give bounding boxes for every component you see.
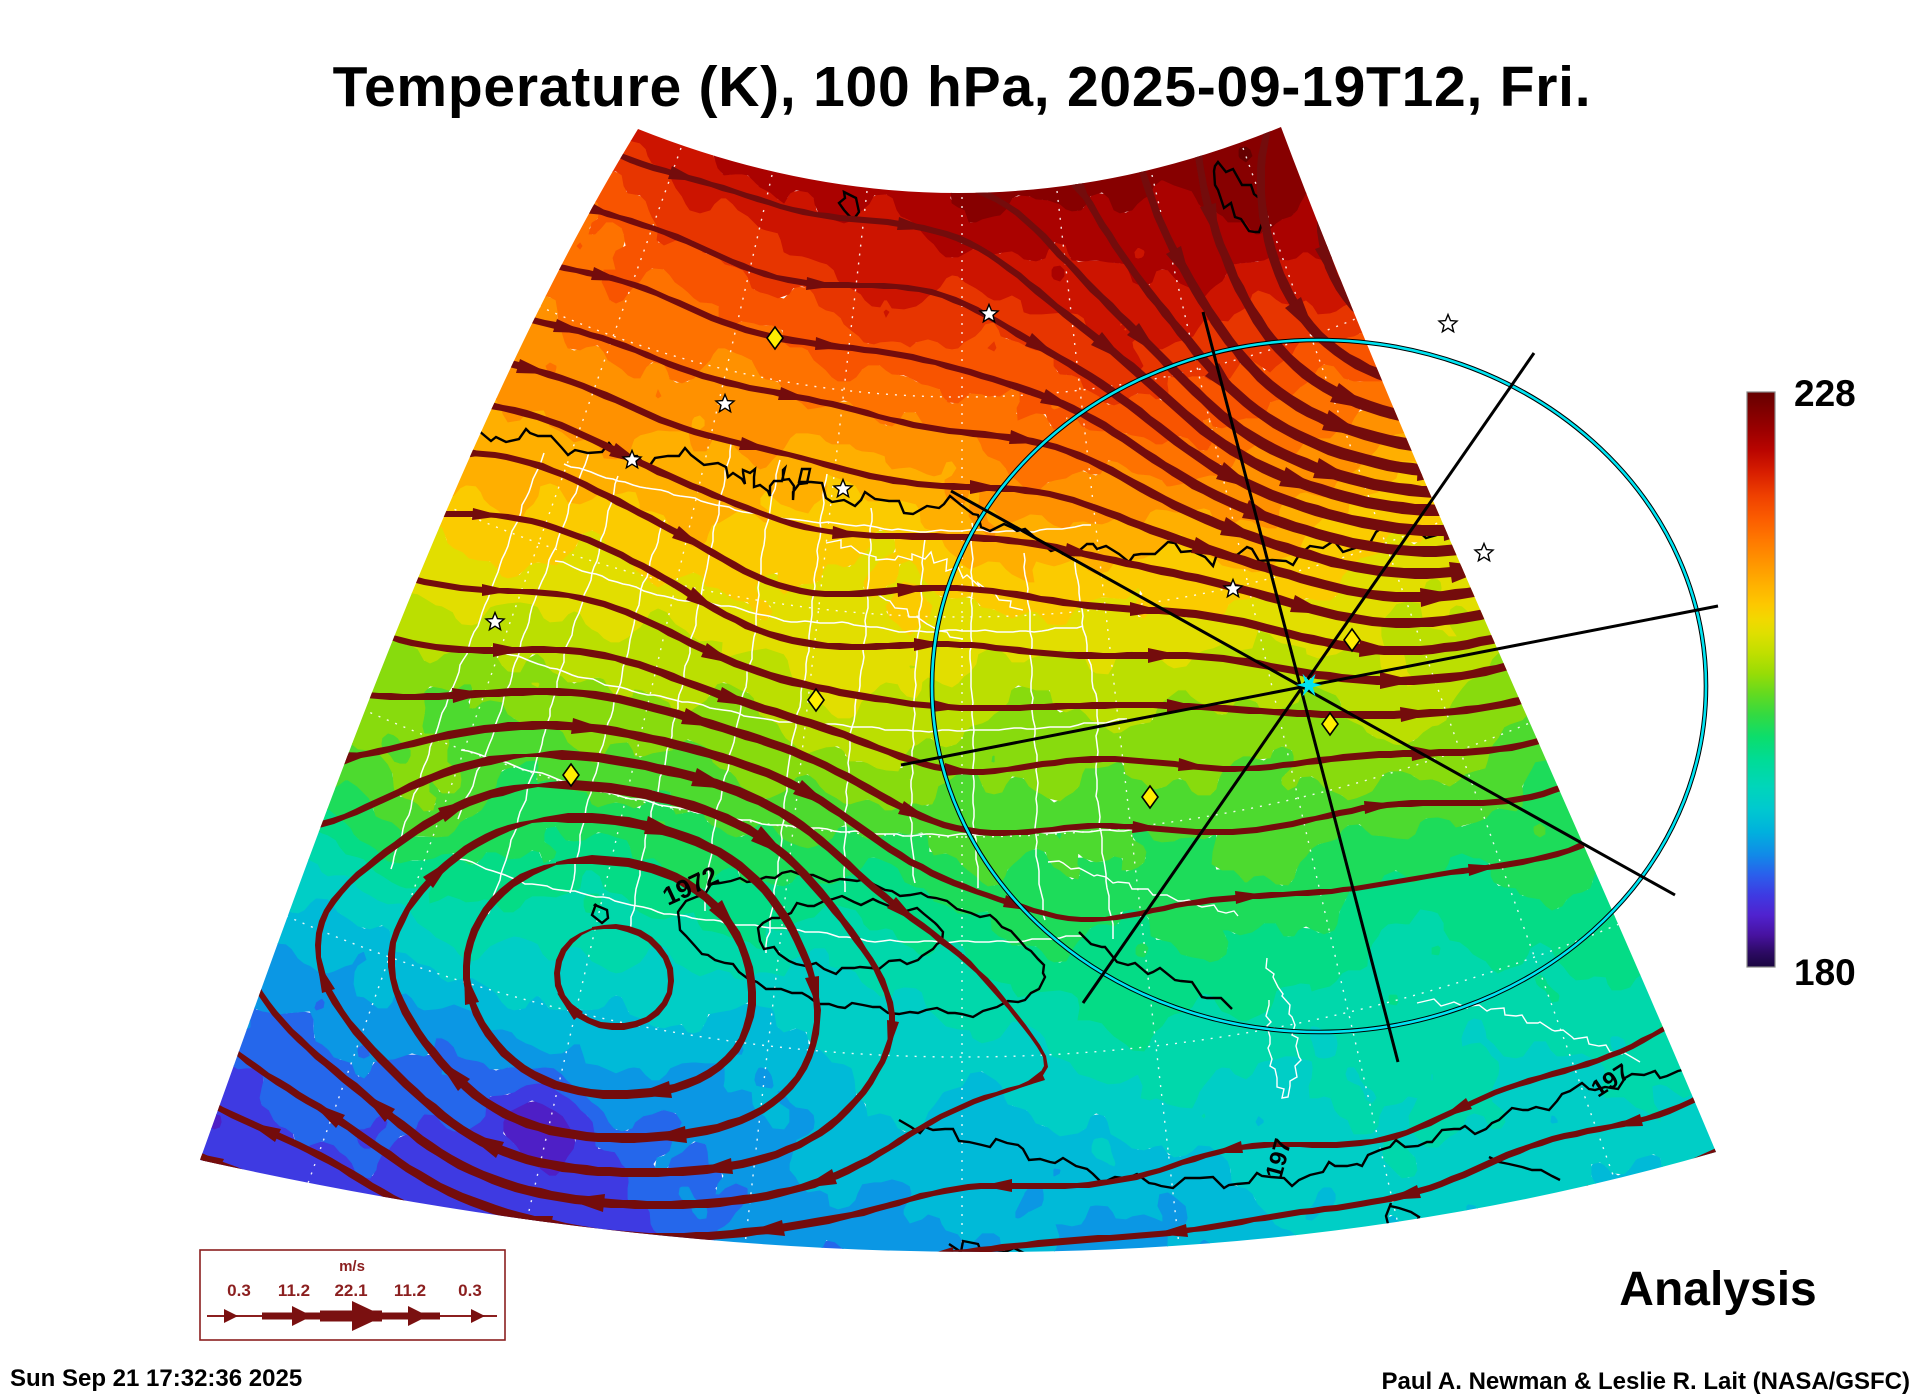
svg-text:22.1: 22.1 — [334, 1281, 367, 1300]
svg-text:Sun Sep 21 17:32:36 2025: Sun Sep 21 17:32:36 2025 — [10, 1365, 302, 1392]
svg-text:0.3: 0.3 — [227, 1281, 251, 1300]
svg-text:Analysis: Analysis — [1619, 1263, 1816, 1316]
svg-text:11.2: 11.2 — [278, 1281, 310, 1300]
svg-text:0.3: 0.3 — [458, 1281, 482, 1300]
svg-text:180: 180 — [1794, 952, 1856, 993]
svg-text:228: 228 — [1794, 373, 1856, 414]
svg-text:Temperature (K), 100 hPa, 2025: Temperature (K), 100 hPa, 2025-09-19T12,… — [333, 55, 1592, 119]
svg-text:m/s: m/s — [339, 1258, 365, 1275]
svg-text:Paul A. Newman & Leslie R. Lai: Paul A. Newman & Leslie R. Lait (NASA/GS… — [1381, 1368, 1910, 1394]
svg-text:11.2: 11.2 — [394, 1281, 426, 1300]
